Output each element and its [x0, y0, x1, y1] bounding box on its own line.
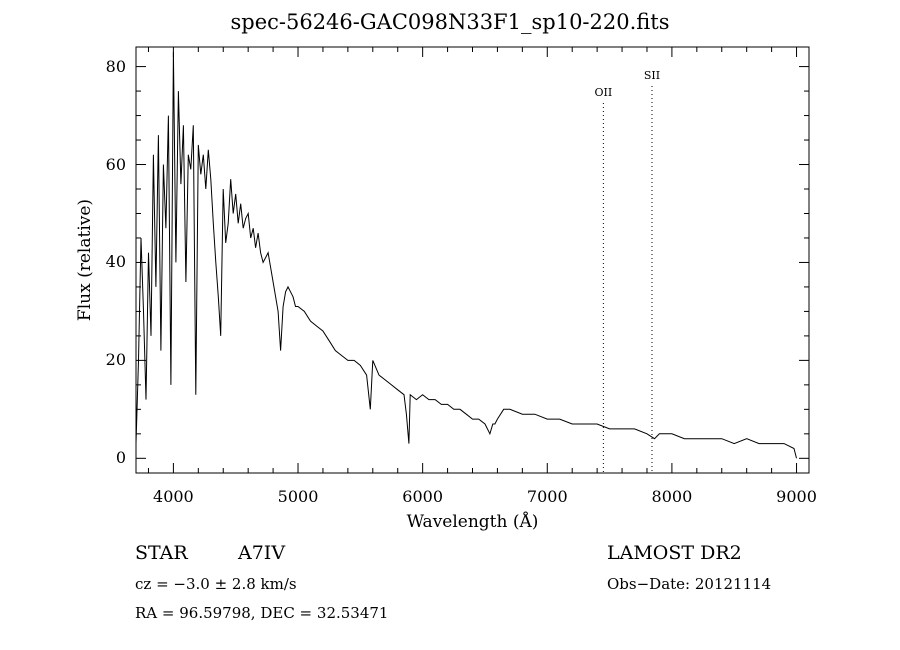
- axis-ticks: [136, 47, 809, 473]
- spectrum-line: [135, 51, 797, 459]
- y-tick-label: 20: [105, 350, 126, 370]
- coordinates-info: RA = 96.59798, DEC = 32.53471: [135, 604, 389, 622]
- x-tick-label: 9000: [776, 487, 817, 506]
- x-tick-label: 8000: [651, 487, 693, 506]
- plot-frame: [135, 46, 810, 474]
- annotation-label: OII: [594, 86, 613, 99]
- y-tick-label: 60: [105, 154, 126, 174]
- y-tick-label: 0: [115, 448, 126, 468]
- object-type: STAR: [135, 542, 188, 564]
- survey-name: LAMOST DR2: [607, 542, 742, 564]
- obs-date: Obs−Date: 20121114: [607, 575, 772, 593]
- x-tick-label: 7000: [526, 487, 568, 506]
- x-tick-label: 6000: [402, 487, 443, 506]
- x-tick-label: 4000: [153, 487, 194, 506]
- x-axis-label: Wavelength (Å): [406, 512, 539, 532]
- redshift-info: cz = −3.0 ± 2.8 km/s: [135, 575, 297, 593]
- line-annotations: [602, 86, 653, 473]
- chart-title: spec-56246-GAC098N33F1_sp10-220.fits: [230, 10, 670, 34]
- annotation-label: SII: [643, 69, 661, 82]
- x-tick-label: 5000: [277, 487, 319, 506]
- y-tick-label: 80: [105, 56, 126, 76]
- object-subclass: A7IV: [238, 542, 286, 564]
- y-tick-label: 40: [105, 252, 126, 272]
